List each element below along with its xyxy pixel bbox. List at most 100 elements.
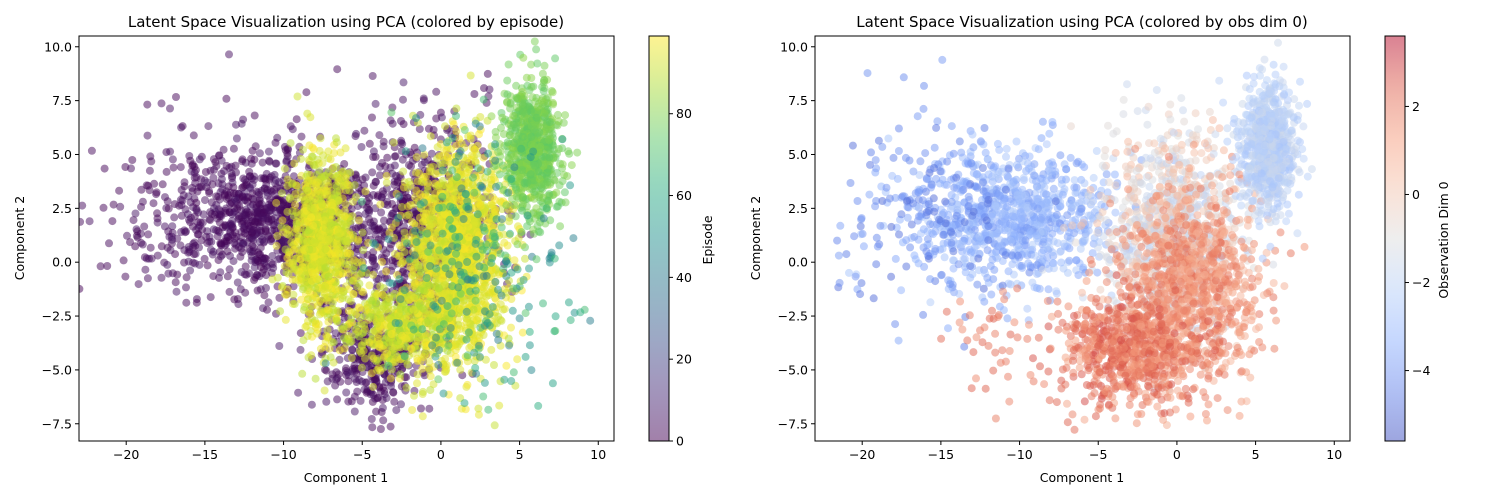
scatter-point: [311, 238, 320, 247]
scatter-point: [366, 313, 375, 322]
scatter-point: [302, 88, 311, 97]
scatter-point: [441, 257, 450, 266]
scatter-point: [449, 120, 458, 129]
scatter-point: [459, 297, 468, 306]
scatter-point: [348, 367, 357, 376]
scatter-point: [210, 165, 218, 174]
scatter-point: [379, 416, 388, 425]
scatter-point: [482, 192, 491, 201]
scatter-point: [265, 157, 274, 166]
scatter-point: [502, 361, 511, 370]
scatter-point: [217, 239, 226, 248]
scatter-point: [312, 181, 321, 189]
scatter-point: [303, 170, 312, 179]
scatter-point: [309, 252, 318, 261]
scatter-point: [344, 332, 353, 340]
scatter-point: [272, 198, 281, 207]
scatter-point: [143, 131, 152, 140]
scatter-point: [100, 164, 109, 173]
scatter-point: [254, 257, 263, 265]
scatter-point: [431, 229, 440, 238]
scatter-point: [424, 124, 433, 133]
scatter-point: [280, 142, 289, 151]
scatter-point: [237, 244, 246, 253]
scatter-point: [157, 273, 166, 282]
cluster-far-left-sparse: [79, 50, 311, 309]
scatter-point: [343, 237, 352, 246]
scatter-point: [408, 218, 417, 226]
scatter-point: [357, 143, 366, 151]
scatter-point: [365, 208, 373, 217]
scatter-point: [255, 190, 264, 199]
scatter-point: [231, 161, 240, 170]
scatter-point: [265, 207, 274, 215]
scatter-point: [474, 314, 483, 322]
scatter-point: [182, 283, 190, 292]
scatter-point: [437, 219, 446, 228]
scatter-point: [412, 153, 421, 162]
scatter-point: [462, 156, 471, 165]
scatter-point: [296, 345, 305, 354]
scatter-point: [379, 302, 388, 311]
scatter-point: [146, 152, 155, 161]
scatter-point: [189, 258, 197, 267]
scatter-point: [378, 344, 387, 353]
scatter-point: [499, 230, 508, 239]
scatter-point: [360, 321, 369, 330]
scatter-point: [426, 215, 435, 224]
scatter-point: [469, 305, 478, 314]
scatter-point: [320, 216, 329, 225]
scatter-point: [144, 230, 153, 239]
scatter-point: [163, 243, 172, 252]
scatter-point: [313, 325, 322, 334]
scatter-point: [415, 261, 424, 270]
scatter-point: [521, 254, 529, 263]
scatter-point: [319, 257, 327, 266]
scatter-point: [403, 202, 412, 211]
scatter-point: [435, 152, 444, 161]
scatter-point: [374, 289, 383, 298]
scatter-point: [376, 425, 385, 433]
scatter-point: [146, 243, 155, 252]
scatter-point: [346, 276, 354, 285]
scatter-point: [435, 284, 443, 293]
scatter-point: [169, 163, 178, 172]
scatter-point: [440, 146, 449, 155]
scatter-point: [474, 404, 483, 413]
scatter-point: [482, 292, 491, 301]
scatter-point: [185, 152, 194, 160]
scatter-point: [351, 132, 360, 141]
scatter-point: [403, 183, 412, 192]
scatter-point: [226, 228, 235, 237]
scatter-point: [383, 153, 392, 162]
scatter-point: [505, 217, 514, 226]
scatter-point: [379, 284, 388, 293]
scatter-point: [298, 285, 307, 294]
scatter-point: [301, 323, 310, 331]
scatter-point: [359, 288, 368, 297]
scatter-point: [233, 278, 242, 287]
scatter-point: [215, 273, 223, 282]
scatter-point: [573, 148, 582, 157]
scatter-point: [403, 360, 412, 369]
scatter-point: [485, 85, 494, 94]
scatter-point: [227, 169, 236, 178]
scatter-point: [343, 249, 352, 258]
scatter-point: [255, 149, 264, 158]
scatter-point: [426, 132, 435, 141]
scatter-point: [116, 202, 125, 211]
scatter-point: [272, 159, 281, 168]
scatter-point: [323, 293, 332, 302]
scatter-point: [197, 152, 206, 161]
scatter-point: [109, 200, 118, 209]
scatter-point: [137, 203, 146, 211]
scatter-point: [490, 361, 498, 369]
scatter-point: [287, 258, 296, 267]
scatter-point: [339, 322, 348, 331]
scatter-point: [419, 387, 427, 396]
scatter-point: [321, 245, 330, 254]
scatter-point: [386, 163, 395, 172]
scatter-point: [351, 224, 360, 233]
scatter-point: [283, 149, 292, 158]
scatter-point: [368, 423, 377, 432]
